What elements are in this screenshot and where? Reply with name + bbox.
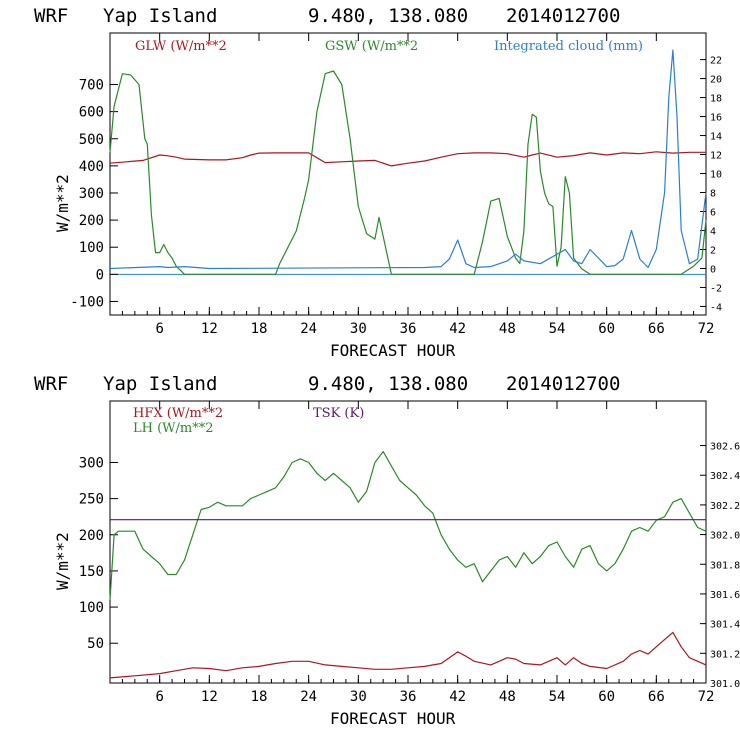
bottom-plot-frame <box>109 400 707 684</box>
top-y-tick-label: 200 <box>79 213 104 229</box>
top-x-tick-label: 12 <box>201 321 218 337</box>
bottom-header-coords: 9.480, 138.080 <box>308 373 468 395</box>
bottom-y-tick-label: 200 <box>79 528 104 544</box>
top-y2-tick-label: 8 <box>710 189 716 200</box>
bottom-x-tick-label: 36 <box>400 689 417 705</box>
bottom-y-tick-label: 100 <box>79 600 104 616</box>
bottom-x-tick-label: 6 <box>155 689 163 705</box>
bottom-x-tick-label: 72 <box>698 689 715 705</box>
bottom-header-location: Yap Island <box>103 373 217 395</box>
top-x-tick-label: 72 <box>698 321 715 337</box>
top-y-tick-label: 300 <box>79 186 104 202</box>
top-legend-glw: GLW (W/m**2 <box>135 39 227 54</box>
bottom-legend-tsk: TSK (K) <box>313 406 364 421</box>
bottom-y2-tick-label: 301.4 <box>710 620 740 631</box>
top-y2-tick-label: 20 <box>710 75 722 86</box>
top-x-tick-label: 30 <box>350 321 367 337</box>
top-legend-cloud: Integrated cloud (mm) <box>494 39 643 54</box>
top-y2-tick-label: 22 <box>710 56 722 67</box>
bottom-x-tick-label: 12 <box>201 689 218 705</box>
top-y2-tick-label: -2 <box>710 283 722 294</box>
top-x-tick-label: 18 <box>251 321 268 337</box>
top-y-tick-label: 600 <box>79 105 104 121</box>
top-plot-frame <box>109 32 707 316</box>
top-panel: WRF Yap Island 9.480, 138.080 2014012700… <box>34 5 722 360</box>
top-y2-tick-label: 16 <box>710 113 722 124</box>
top-y2-tick-label: 12 <box>710 151 722 162</box>
top-y2-tick-label: 6 <box>710 208 716 219</box>
top-x-tick-label: 54 <box>549 321 566 337</box>
bottom-x-axis-label: FORECAST HOUR <box>330 709 456 728</box>
bottom-y-tick-label: 150 <box>79 564 104 580</box>
top-legend-gsw: GSW (W/m**2 <box>325 39 418 54</box>
bottom-header-init: 2014012700 <box>506 373 620 395</box>
bottom-header-model: WRF <box>34 373 68 395</box>
bottom-y-axis-label: W/m**2 <box>53 532 72 590</box>
top-y2-tick-label: 10 <box>710 170 722 181</box>
top-x-tick-label: 66 <box>648 321 665 337</box>
bottom-x-tick-label: 54 <box>549 689 566 705</box>
top-series-integrated-line <box>109 49 707 270</box>
bottom-x-tick-label: 24 <box>300 689 317 705</box>
top-header-coords: 9.480, 138.080 <box>308 5 468 27</box>
top-y2-tick-label: 18 <box>710 94 722 105</box>
bottom-x-tick-label: 60 <box>598 689 615 705</box>
bottom-y2-tick-label: 302.0 <box>710 531 740 542</box>
top-x-tick-label: 36 <box>400 321 417 337</box>
bottom-legend-hfx: HFX (W/m**2 <box>133 406 223 421</box>
bottom-x-tick-label: 48 <box>499 689 516 705</box>
bottom-y2-tick-label: 302.6 <box>710 442 740 453</box>
bottom-y-tick-label: 50 <box>87 636 104 652</box>
top-y2-tick-label: 2 <box>710 245 716 256</box>
top-series-gsw-line <box>109 70 707 275</box>
bottom-y2-tick-label: 301.8 <box>710 560 740 571</box>
top-header-model: WRF <box>34 5 68 27</box>
top-y-axis-label: W/m**2 <box>53 174 72 232</box>
top-y2-tick-label: -4 <box>710 302 722 313</box>
bottom-x-tick-label: 18 <box>251 689 268 705</box>
bottom-y2-tick-label: 302.2 <box>710 501 740 512</box>
top-y2-tick-label: 4 <box>710 226 716 237</box>
top-header-init: 2014012700 <box>506 5 620 27</box>
bottom-y-tick-label: 300 <box>79 455 104 471</box>
bottom-legend-lh: LH (W/m**2 <box>133 421 214 436</box>
bottom-x-tick-label: 66 <box>648 689 665 705</box>
top-y2-tick-label: 0 <box>710 264 716 275</box>
bottom-panel: WRF Yap Island 9.480, 138.080 2014012700… <box>34 373 740 728</box>
top-series-glw-line <box>109 151 706 167</box>
top-y-tick-label: 100 <box>79 240 104 256</box>
top-x-axis-label: FORECAST HOUR <box>330 341 456 360</box>
top-x-tick-label: 48 <box>499 321 516 337</box>
bottom-y2-tick-label: 301.2 <box>710 649 740 660</box>
bottom-y2-tick-label: 301.6 <box>710 590 740 601</box>
top-header-location: Yap Island <box>103 5 217 27</box>
top-y-tick-label: 400 <box>79 159 104 175</box>
bottom-y2-tick-label: 302.4 <box>710 471 740 482</box>
bottom-series-lh-line <box>109 451 707 600</box>
top-x-tick-label: 6 <box>155 321 163 337</box>
top-y2-tick-label: 14 <box>710 132 722 143</box>
top-x-tick-label: 24 <box>300 321 317 337</box>
bottom-y-tick-label: 250 <box>79 492 104 508</box>
top-y-tick-label: 0 <box>96 267 104 283</box>
top-x-tick-label: 60 <box>598 321 615 337</box>
bottom-y2-tick-label: 301.0 <box>710 679 740 690</box>
bottom-series-hfx-line <box>109 631 707 679</box>
bottom-x-tick-label: 42 <box>449 689 466 705</box>
top-x-tick-label: 42 <box>449 321 466 337</box>
bottom-x-tick-label: 30 <box>350 689 367 705</box>
top-y-tick-label: 500 <box>79 132 104 148</box>
top-y-tick-label: -100 <box>70 294 104 310</box>
top-y-tick-label: 700 <box>79 78 104 94</box>
